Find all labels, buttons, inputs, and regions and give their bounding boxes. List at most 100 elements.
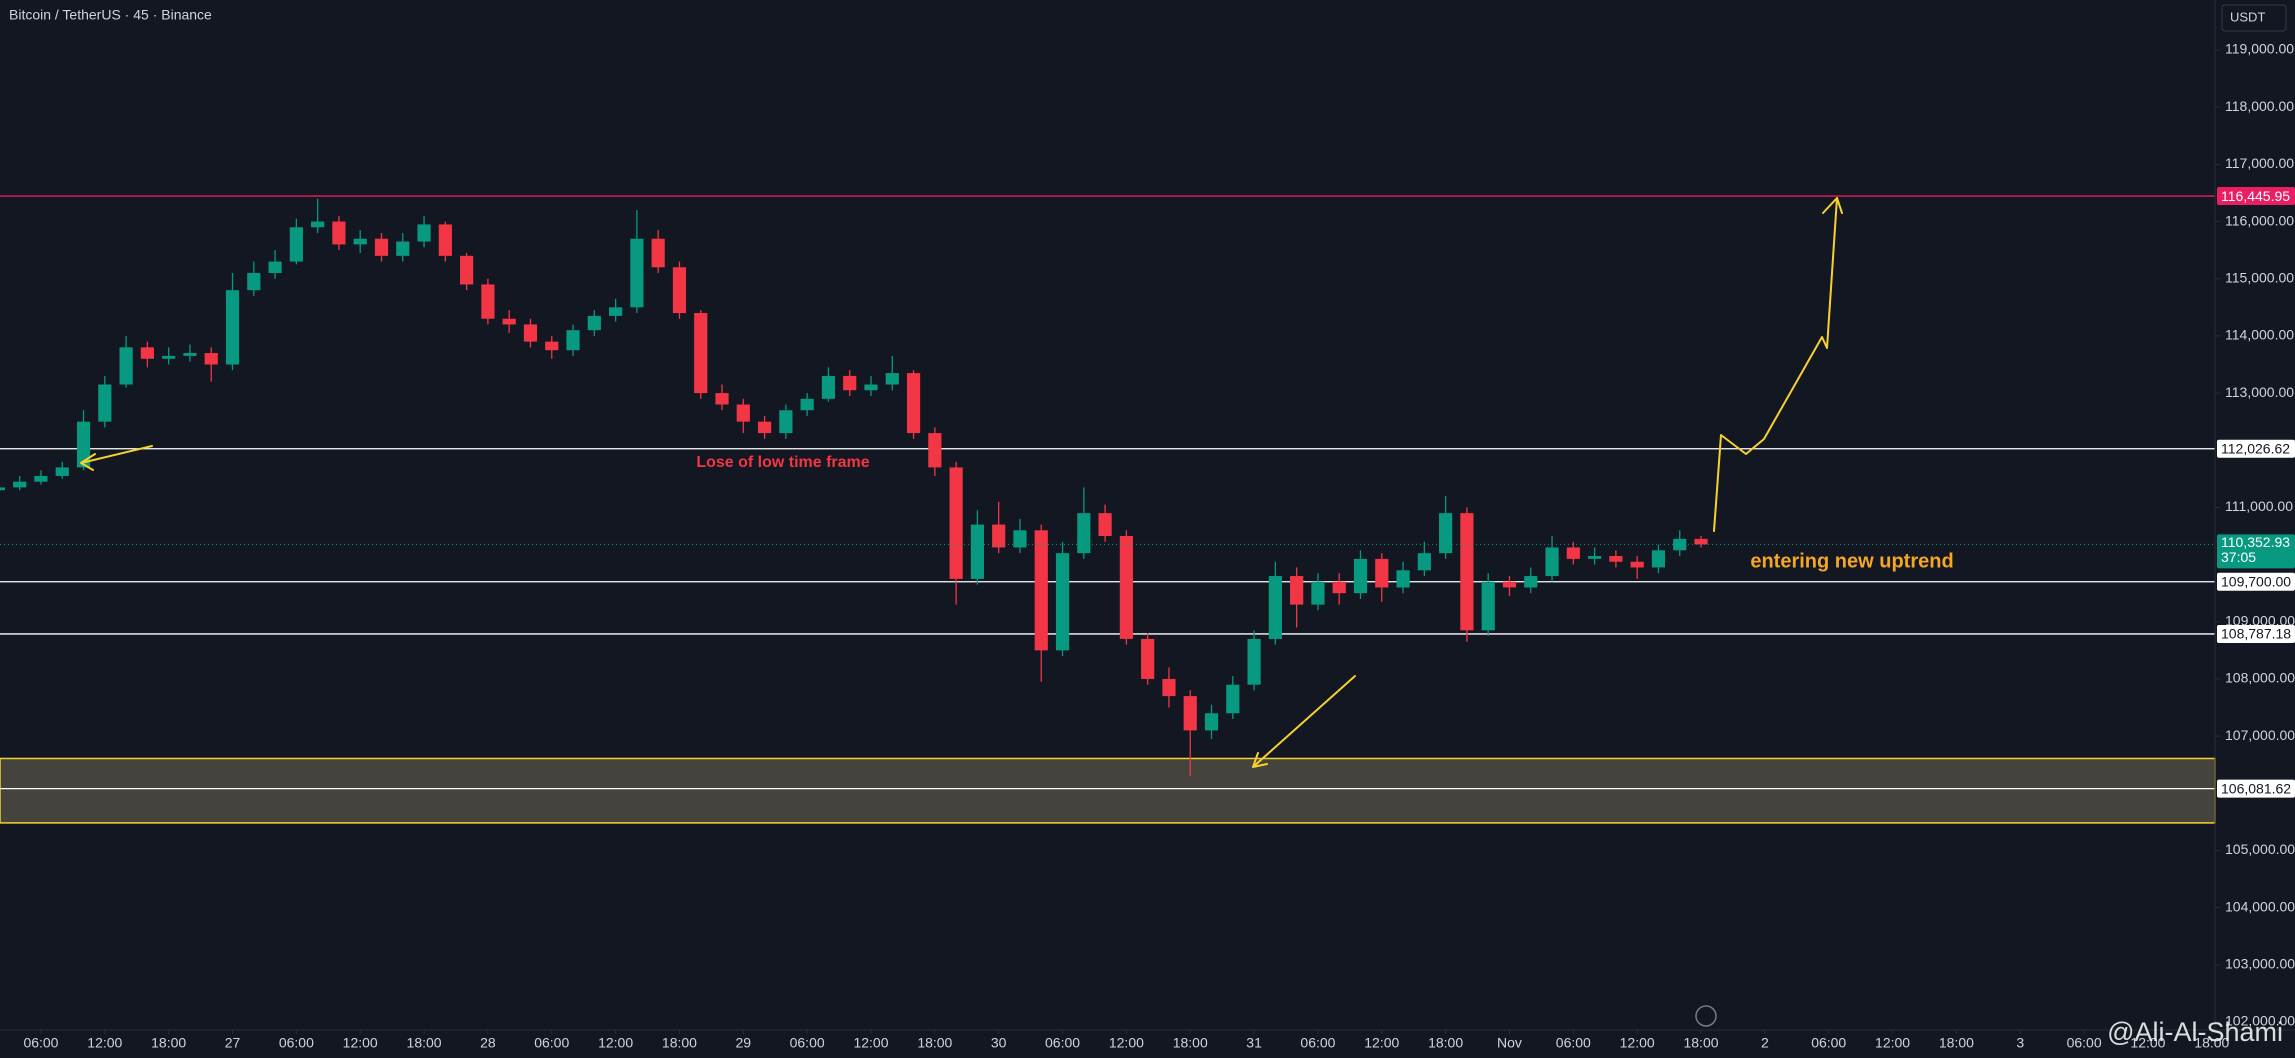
y-tick-label: 105,000.00 — [2225, 841, 2295, 857]
x-tick-label: 18:00 — [2194, 1035, 2229, 1051]
candle-body — [1098, 513, 1112, 537]
candle-body — [1119, 536, 1133, 639]
zone — [0, 757, 2216, 824]
candle-body — [311, 221, 325, 228]
candle-body — [630, 238, 644, 308]
candle-body — [417, 224, 431, 242]
candle-body — [162, 355, 176, 359]
x-tick-label: 06:00 — [279, 1035, 314, 1051]
x-tick-label: 3 — [2016, 1035, 2024, 1051]
candle-body — [843, 375, 857, 391]
candle-body — [1353, 558, 1368, 594]
candle-body — [76, 421, 91, 468]
currency[interactable]: USDT — [2230, 9, 2265, 24]
candle-body — [353, 238, 367, 245]
candle-body — [672, 267, 687, 314]
y-tick-label: 102,000.00 — [2225, 1013, 2295, 1029]
candle-body — [523, 324, 538, 342]
candle-body — [119, 347, 133, 385]
x-tick-label: 18:00 — [407, 1035, 442, 1051]
annotation: entering new uptrend — [1750, 550, 1953, 572]
x-tick-label: 06:00 — [2067, 1035, 2102, 1051]
x-tick-label: 12:00 — [343, 1035, 378, 1051]
x-tick-label: 27 — [225, 1035, 241, 1051]
drawings — [80, 197, 1843, 768]
candle-body — [651, 238, 665, 268]
replay-icon[interactable] — [1695, 1005, 1717, 1027]
level-label: 112,026.62 — [2221, 440, 2290, 456]
candle-body — [757, 421, 772, 434]
y-tick-label: 109,000.00 — [2225, 612, 2295, 628]
candle-body — [1694, 538, 1708, 545]
candle-body — [736, 404, 750, 422]
candle-body — [183, 353, 197, 356]
candle-body — [800, 398, 814, 411]
level-label: 106,081.62 — [2221, 780, 2291, 796]
candle-body — [268, 261, 282, 274]
y-tick-label: 108,000.00 — [2225, 670, 2295, 686]
x-tick-label: 06:00 — [1300, 1035, 1335, 1051]
x-tick-label: 06:00 — [1811, 1035, 1846, 1051]
candle-body — [1673, 538, 1687, 551]
candle-body — [247, 273, 261, 291]
x-tick-label: 2 — [1761, 1035, 1769, 1051]
x-tick-label: 12:00 — [853, 1035, 888, 1051]
level-label: 109,700.00 — [2221, 573, 2291, 589]
candle-body — [1332, 581, 1346, 594]
candle-body — [460, 255, 474, 285]
candle-body — [1013, 530, 1027, 548]
candle-body — [609, 307, 623, 316]
x-tick-label: 12:00 — [87, 1035, 122, 1051]
arrow — [80, 445, 153, 471]
y-tick-label: 111,000.00 — [2225, 498, 2293, 514]
arrow — [1252, 675, 1356, 768]
candle-body — [1204, 713, 1219, 731]
candle-body — [1588, 556, 1602, 559]
projection-arrow — [1713, 197, 1843, 532]
candle-body — [1396, 570, 1410, 588]
y-tick-label: 117,000.00 — [2225, 155, 2294, 171]
candle-body — [1162, 678, 1176, 697]
x-tick-label: 18:00 — [1939, 1035, 1974, 1051]
x-tick-label: 12:00 — [1109, 1035, 1144, 1051]
candle-body — [34, 475, 48, 482]
candle-body — [13, 481, 27, 488]
candle-body — [1247, 638, 1261, 685]
x-tick-label: 06:00 — [534, 1035, 569, 1051]
y-tick-label: 103,000.00 — [2225, 956, 2295, 972]
candle-body — [1268, 576, 1282, 639]
candle-body — [98, 384, 112, 422]
candle-body — [1077, 513, 1091, 554]
candle-body — [1545, 547, 1559, 577]
candle-body — [821, 375, 836, 399]
currency-box[interactable] — [2221, 4, 2287, 32]
symbol-title: Bitcoin / TetherUS · 45 · Binance — [9, 7, 212, 23]
candle-body — [438, 224, 452, 256]
plot-area — [0, 195, 2216, 824]
candle-body — [1524, 576, 1538, 588]
x-tick-label: 12:00 — [1875, 1035, 1910, 1051]
last-price-box — [2217, 534, 2295, 569]
candle-body — [587, 315, 601, 331]
candle-body — [885, 373, 899, 385]
candle-body — [906, 373, 921, 434]
countdown: 37:05 — [2221, 549, 2256, 565]
candle-body — [694, 313, 708, 394]
candle-body — [289, 227, 303, 262]
candle-body — [1183, 696, 1197, 731]
level-label-box — [2217, 439, 2295, 458]
y-tick-label: 113,000.00 — [2225, 384, 2294, 400]
candle-body — [55, 467, 69, 476]
x-tick-label: 28 — [480, 1035, 496, 1051]
x-tick-label: 12:00 — [1620, 1035, 1655, 1051]
last-price-label: 110,352.93 — [2221, 534, 2290, 550]
y-tick-label: 118,000.00 — [2225, 98, 2294, 114]
level-label: 108,787.18 — [2221, 626, 2291, 642]
x-tick-label: 06:00 — [1556, 1035, 1591, 1051]
candle-body — [1311, 581, 1325, 605]
candle-body — [566, 330, 580, 351]
annotation: Lose of low time frame — [696, 454, 869, 471]
candle-body — [779, 410, 793, 434]
